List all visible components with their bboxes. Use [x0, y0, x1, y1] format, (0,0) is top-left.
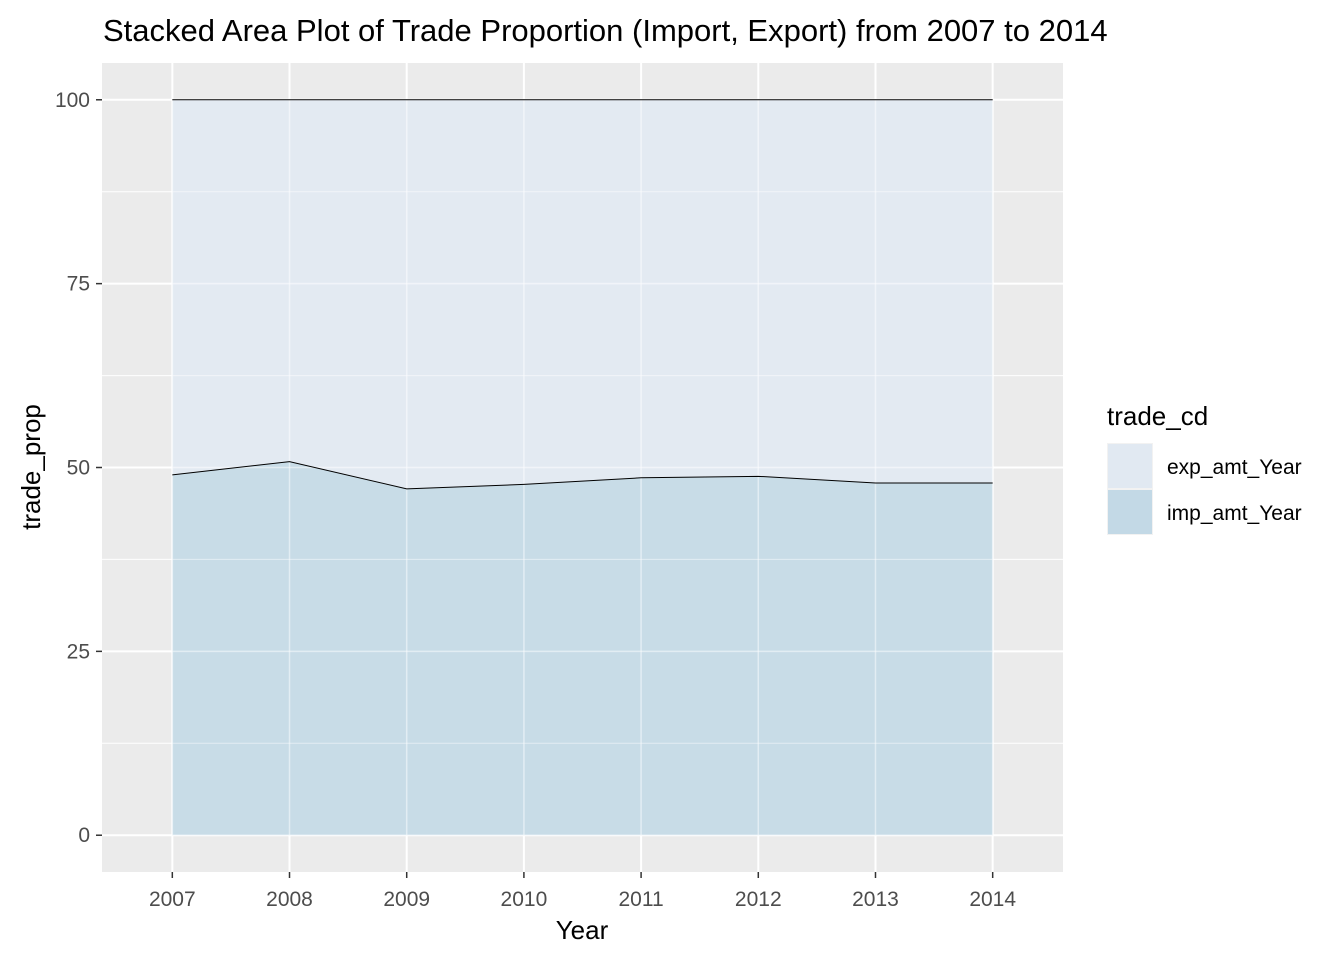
x-tick-label: 2010 [501, 888, 548, 911]
x-axis: 2007 2008 2009 2010 2011 2012 2013 2014 [149, 872, 1016, 911]
y-tick-label: 100 [55, 89, 90, 112]
y-tick-label: 50 [67, 457, 90, 480]
x-tick-label: 2011 [619, 888, 664, 911]
x-tick-label: 2009 [383, 888, 430, 911]
area-imp_amt_Year [172, 461, 993, 836]
legend-key-imp_amt_Year [1108, 490, 1152, 534]
x-tick-label: 2008 [266, 888, 313, 911]
y-axis-title: trade_prop [16, 404, 46, 530]
outline-layer [172, 99, 993, 490]
legend-label-imp_amt_Year: imp_amt_Year [1167, 502, 1302, 525]
x-tick-label: 2014 [969, 888, 1016, 911]
x-tick-label: 2012 [735, 888, 782, 911]
x-tick-label: 2007 [149, 888, 196, 911]
y-axis: 0 25 50 75 100 [55, 89, 102, 847]
legend-label-exp_amt_Year: exp_amt_Year [1167, 456, 1302, 479]
y-tick-label: 0 [78, 824, 90, 847]
y-tick-label: 75 [67, 273, 90, 296]
legend-title: trade_cd [1107, 401, 1208, 431]
x-tick-label: 2013 [852, 888, 899, 911]
chart-title: Stacked Area Plot of Trade Proportion (I… [103, 13, 1108, 48]
area-outline-imp_amt_Year [172, 461, 993, 490]
legend: trade_cd exp_amt_Year imp_amt_Year [1107, 401, 1302, 535]
area-layer [171, 99, 994, 836]
legend-key-exp_amt_Year [1108, 444, 1152, 488]
area-exp_amt_Year [172, 99, 993, 489]
y-tick-label: 25 [67, 640, 90, 663]
x-axis-title: Year [556, 915, 609, 945]
